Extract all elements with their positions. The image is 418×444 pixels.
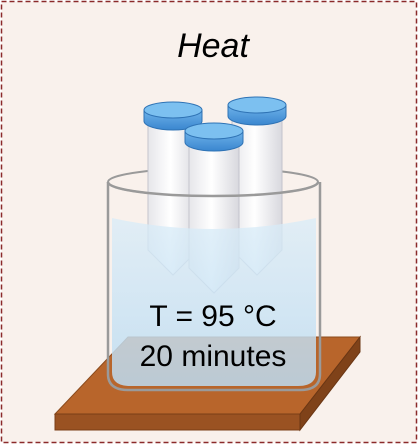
beaker — [106, 182, 322, 392]
duration-label: 20 minutes — [140, 340, 287, 373]
temperature-label: T = 95 °C — [149, 300, 276, 333]
title: Heat — [177, 27, 250, 65]
water — [112, 218, 316, 386]
beaker-rim-front — [106, 181, 320, 198]
